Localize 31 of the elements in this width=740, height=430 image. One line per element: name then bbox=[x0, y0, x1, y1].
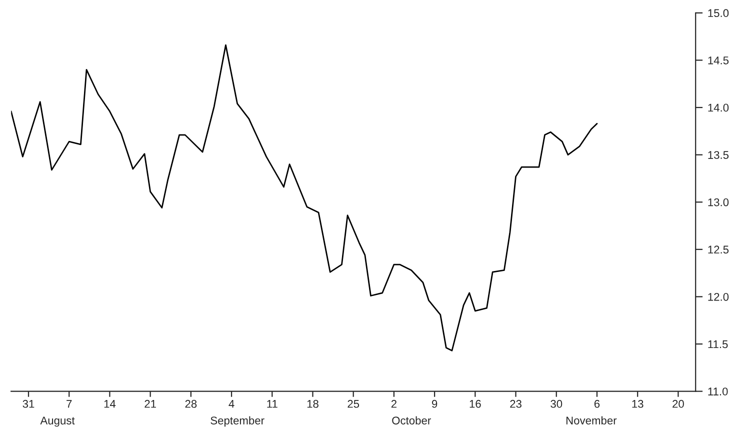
x-tick-label: 4 bbox=[228, 400, 234, 408]
y-tick-label: 14.0 bbox=[708, 104, 729, 112]
x-tick-label: 13 bbox=[632, 400, 644, 408]
x-tick-label: 16 bbox=[470, 400, 481, 408]
x-tick-label: 23 bbox=[510, 400, 522, 408]
x-tick-label: 18 bbox=[307, 400, 318, 408]
x-tick-label: 14 bbox=[104, 400, 116, 408]
y-tick-label: 11.5 bbox=[708, 340, 728, 348]
x-tick-label: 21 bbox=[144, 400, 156, 408]
x2-tick-label: October bbox=[392, 416, 431, 424]
x2-tick-label: November bbox=[566, 416, 617, 424]
x-tick-label: 31 bbox=[22, 400, 34, 408]
y-tick-label: 13.5 bbox=[708, 151, 729, 159]
x-tick-label: 25 bbox=[348, 400, 360, 408]
x-tick-label: 11 bbox=[267, 400, 278, 408]
x-tick-label: 6 bbox=[594, 400, 600, 408]
y-tick-label: 12.0 bbox=[708, 292, 729, 301]
y-tick-label: 11.0 bbox=[708, 388, 728, 396]
line-series bbox=[11, 44, 598, 352]
x-tick-label: 30 bbox=[550, 400, 562, 408]
x-tick-label: 7 bbox=[66, 400, 72, 408]
y-tick-label: 12.5 bbox=[708, 246, 729, 254]
x2-tick-label: August bbox=[40, 416, 75, 427]
x-tick-label: 20 bbox=[672, 400, 684, 408]
x2-tick-label: September bbox=[210, 416, 264, 427]
y-tick-label: 14.5 bbox=[708, 56, 729, 64]
y-tick-label: 13.0 bbox=[708, 198, 729, 206]
x-tick-label: 9 bbox=[432, 400, 438, 408]
y-tick-label: 15.0 bbox=[708, 9, 729, 18]
x-tick-label: 28 bbox=[185, 400, 197, 408]
x-tick-label: 2 bbox=[391, 400, 396, 408]
